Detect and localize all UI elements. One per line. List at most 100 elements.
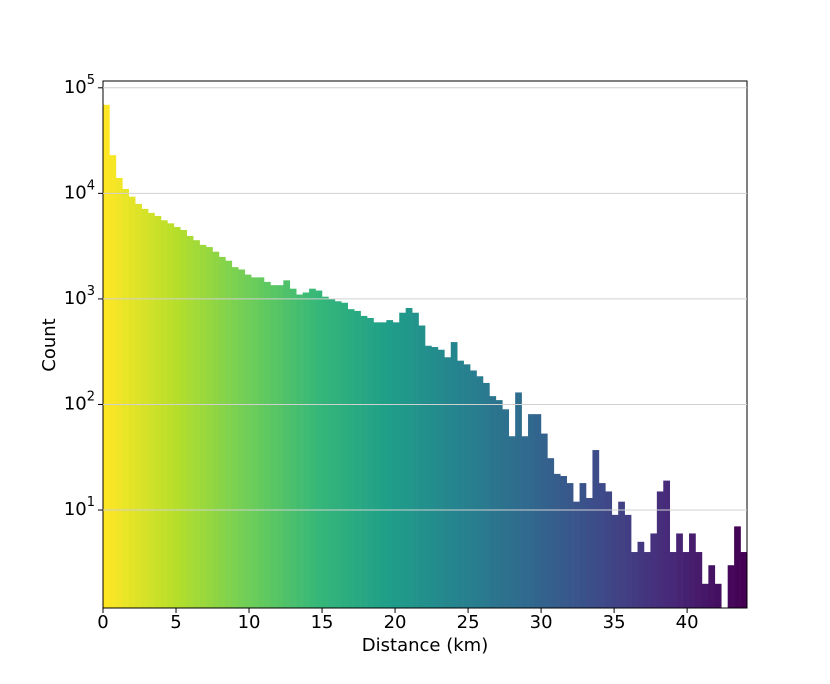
bar <box>244 274 252 608</box>
bar <box>598 483 606 608</box>
bar <box>502 409 510 608</box>
x-tick-label: 15 <box>311 612 334 633</box>
bar <box>682 552 690 608</box>
bar <box>618 501 625 608</box>
bar <box>386 320 394 608</box>
bar <box>727 565 735 608</box>
bar <box>141 208 149 608</box>
bar <box>611 514 619 608</box>
bar <box>128 196 136 608</box>
bar <box>463 364 471 608</box>
bar <box>437 349 445 608</box>
bar <box>566 483 574 608</box>
bar <box>392 322 400 608</box>
bar <box>708 565 716 608</box>
bar <box>540 433 548 608</box>
x-tick-label: 10 <box>238 612 261 633</box>
x-tick-label: 35 <box>603 612 626 633</box>
bar <box>354 310 361 608</box>
bar <box>605 491 613 608</box>
bar <box>643 552 651 608</box>
bar <box>689 533 696 608</box>
bar <box>309 288 316 608</box>
bar <box>206 247 213 608</box>
bar <box>167 223 175 608</box>
bar <box>399 312 406 608</box>
x-tick-label: 20 <box>384 612 407 633</box>
x-tick-label: 5 <box>170 612 181 633</box>
bar <box>425 345 432 608</box>
bar <box>695 552 703 608</box>
bar <box>521 436 529 608</box>
bar <box>534 414 542 608</box>
bar <box>334 301 342 608</box>
x-axis-label: Distance (km) <box>362 635 488 656</box>
bar <box>160 220 168 608</box>
bar <box>135 203 142 608</box>
plot-area <box>103 104 747 608</box>
bar <box>495 400 503 608</box>
bar <box>482 382 490 608</box>
y-tick-label: 102 <box>64 389 95 415</box>
bar <box>637 541 645 608</box>
bar <box>225 260 233 608</box>
bar <box>270 285 278 608</box>
bar <box>405 308 413 608</box>
x-tick-label: 25 <box>457 612 480 633</box>
bar <box>122 188 130 608</box>
bar <box>457 360 464 608</box>
bar <box>515 392 522 608</box>
bar <box>115 177 123 608</box>
bar <box>573 501 580 608</box>
bar <box>347 309 355 608</box>
bar <box>218 256 226 608</box>
bar <box>418 325 426 608</box>
bar <box>251 277 258 608</box>
bar <box>592 450 600 608</box>
bar <box>199 244 207 608</box>
bar <box>586 498 593 608</box>
x-tick-label: 40 <box>676 612 699 633</box>
bar <box>238 269 245 608</box>
bar <box>450 342 458 608</box>
bar <box>553 473 561 608</box>
bar <box>367 317 374 608</box>
bar <box>148 212 155 608</box>
bar <box>109 155 117 608</box>
bar <box>173 227 181 608</box>
bar <box>154 216 162 608</box>
bar <box>669 552 677 608</box>
bar <box>379 322 387 608</box>
bar <box>714 583 722 608</box>
bar <box>186 235 194 608</box>
bar <box>701 583 709 608</box>
bar <box>231 267 239 608</box>
bar <box>676 533 683 608</box>
bar <box>650 533 658 608</box>
bar <box>296 294 303 608</box>
bar <box>302 292 310 608</box>
bar <box>412 312 419 608</box>
bar <box>508 436 516 608</box>
bar <box>631 552 638 608</box>
bar <box>360 315 368 608</box>
bar <box>476 376 484 608</box>
y-tick-label: 101 <box>64 495 95 521</box>
bar <box>547 458 555 608</box>
bar <box>734 526 741 608</box>
x-tick-label: 0 <box>97 612 108 633</box>
bar <box>373 322 381 608</box>
bar <box>740 552 747 608</box>
bar <box>321 296 329 608</box>
bar <box>276 285 284 608</box>
bar <box>289 288 297 608</box>
bar <box>528 414 535 608</box>
bar <box>470 370 477 608</box>
bar <box>328 298 336 608</box>
y-tick-label: 104 <box>64 178 95 204</box>
bar <box>656 491 664 608</box>
y-tick-label: 105 <box>64 72 95 98</box>
bar <box>315 290 323 608</box>
bar <box>431 347 439 608</box>
bar <box>283 280 291 608</box>
